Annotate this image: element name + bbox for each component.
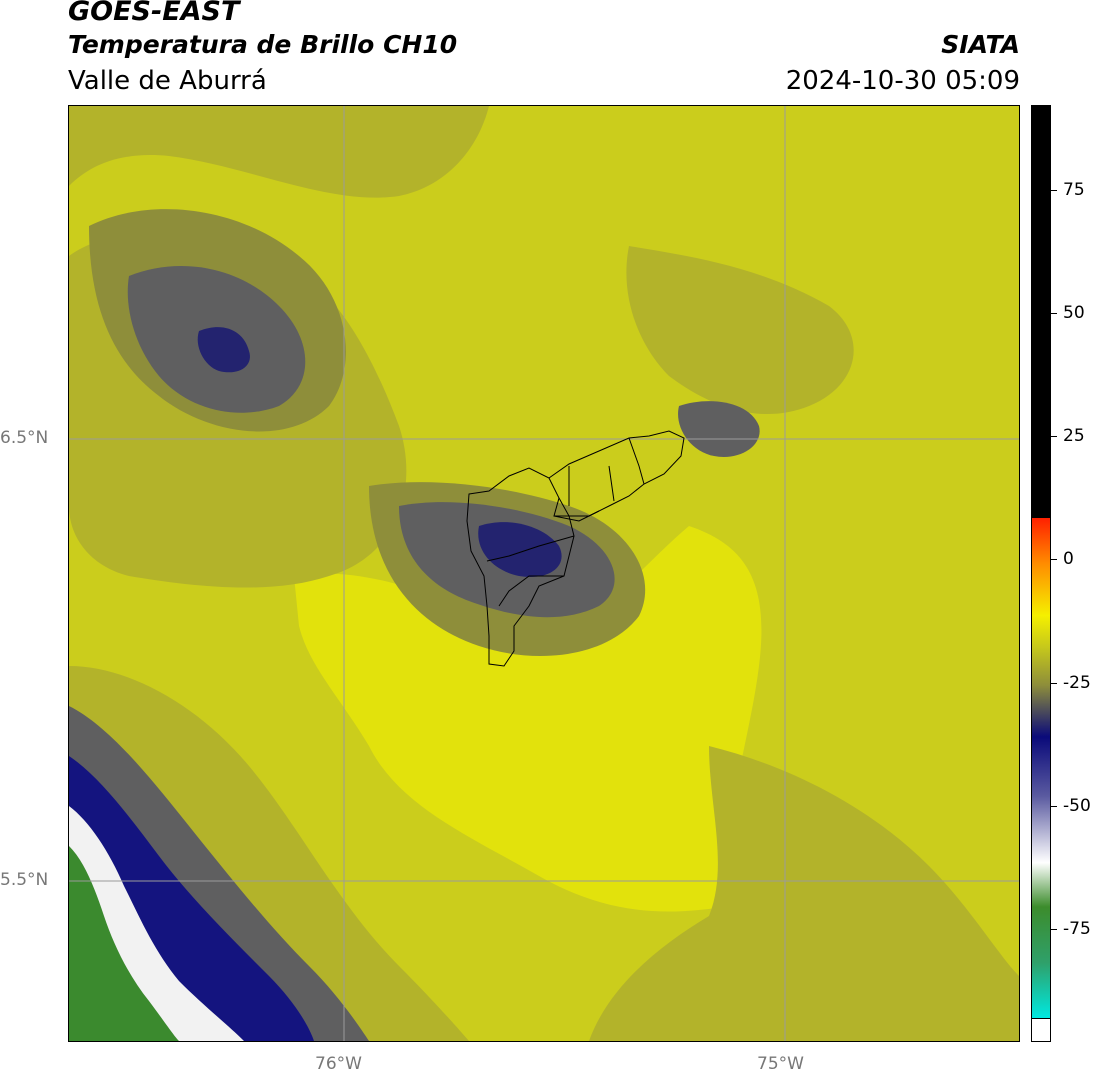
title-satellite: GOES-EAST <box>68 0 240 27</box>
cb-label-minus-25: -25 <box>1063 673 1091 693</box>
cloud-green-sw <box>69 846 179 1041</box>
satellite-map[interactable] <box>68 105 1020 1042</box>
cb-label-minus-50: -50 <box>1063 796 1091 816</box>
colorbar-cold-band <box>1032 648 1050 1018</box>
colorbar-black-band <box>1032 106 1050 518</box>
cloud-olive-se <box>589 746 1019 1041</box>
cloud-slate-ne <box>678 401 760 457</box>
colorbar-white-band <box>1032 1018 1050 1041</box>
cloud-olive-top <box>69 106 489 198</box>
lon-label-76: 76°W <box>315 1054 362 1074</box>
cb-tick-0 <box>1051 559 1057 560</box>
municipal-boundaries-inner <box>486 437 645 607</box>
title-product: Temperatura de Brillo CH10 <box>68 30 458 59</box>
colorbar <box>1031 105 1051 1042</box>
map-canvas <box>69 106 1019 1041</box>
clear-sky-region <box>294 526 762 912</box>
cloud-navy-nw <box>197 327 250 373</box>
cb-tick-25 <box>1051 436 1057 437</box>
cloud-navy-center <box>478 522 562 577</box>
colorbar-warm-band <box>1032 518 1050 648</box>
cb-tick-minus-75 <box>1051 929 1057 930</box>
cb-label-minus-75: -75 <box>1063 919 1091 939</box>
cb-label-50: 50 <box>1063 303 1085 323</box>
cb-tick-minus-25 <box>1051 683 1057 684</box>
title-region: Valle de Aburrá <box>68 66 267 96</box>
cloud-olive-east <box>626 246 854 415</box>
cb-tick-50 <box>1051 313 1057 314</box>
lat-label-5-5: 5.5°N <box>0 870 49 890</box>
municipal-boundaries <box>466 467 575 667</box>
cb-tick-75 <box>1051 190 1057 191</box>
cb-label-25: 25 <box>1063 426 1085 446</box>
lat-label-6-5: 6.5°N <box>0 428 49 448</box>
title-datetime: 2024-10-30 05:09 <box>785 66 1020 96</box>
cb-tick-minus-50 <box>1051 806 1057 807</box>
cb-label-75: 75 <box>1063 180 1085 200</box>
lon-label-75: 75°W <box>757 1054 804 1074</box>
cb-label-0: 0 <box>1063 549 1074 569</box>
title-organization: SIATA <box>941 30 1020 59</box>
